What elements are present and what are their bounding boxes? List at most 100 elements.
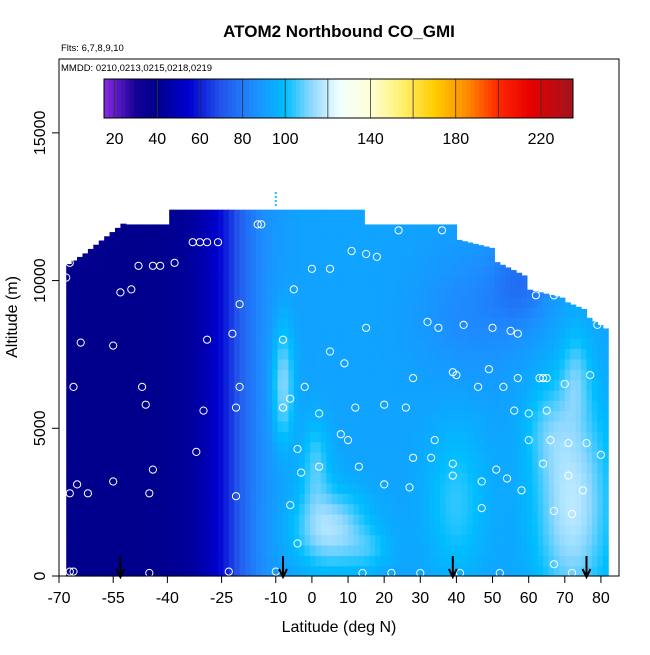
heatmap-cell <box>245 555 252 567</box>
heatmap-cell <box>467 472 474 484</box>
heatmap-cell <box>348 513 355 525</box>
heatmap-cell <box>375 441 382 453</box>
heatmap-cell <box>375 534 382 546</box>
heatmap-cell <box>93 400 100 412</box>
heatmap-cell <box>82 534 89 546</box>
heatmap-cell <box>553 400 560 412</box>
heatmap-cell <box>228 431 235 443</box>
heatmap-cell <box>93 389 100 401</box>
heatmap-cell <box>423 534 430 546</box>
heatmap-cell <box>277 410 284 422</box>
heatmap-cell <box>586 420 593 432</box>
heatmap-cell <box>402 544 409 556</box>
heatmap-cell <box>174 286 181 298</box>
heatmap-cell <box>553 555 560 567</box>
heatmap-cell <box>532 565 539 577</box>
heatmap-cell <box>250 565 257 577</box>
heatmap-cell <box>375 348 382 360</box>
heatmap-cell <box>581 420 588 432</box>
heatmap-cell <box>66 264 73 267</box>
heatmap-cell <box>478 307 485 319</box>
heatmap-cell <box>207 214 214 226</box>
heatmap-cell <box>337 276 344 288</box>
colorbar-swatch <box>261 79 267 118</box>
heatmap-cell <box>288 544 295 556</box>
heatmap-cell <box>207 369 214 381</box>
heatmap-cell <box>521 441 528 453</box>
heatmap-cell <box>315 472 322 484</box>
heatmap-cell <box>483 338 490 350</box>
heatmap-cell <box>429 358 436 370</box>
heatmap-cell <box>396 296 403 308</box>
observation-point <box>409 453 418 462</box>
heatmap-cell <box>196 327 203 339</box>
observation-point <box>170 258 179 267</box>
heatmap-cell <box>434 389 441 401</box>
heatmap-cell <box>499 451 506 463</box>
heatmap-cell <box>337 420 344 432</box>
heatmap-cell <box>451 338 458 350</box>
heatmap-cell <box>82 327 89 339</box>
heatmap-cell <box>288 245 295 257</box>
heatmap-cell <box>234 503 241 515</box>
heatmap-cell <box>239 224 246 236</box>
heatmap-cell <box>255 276 262 288</box>
heatmap-cell <box>451 348 458 360</box>
heatmap-cell <box>342 503 349 515</box>
heatmap-cell <box>169 472 176 484</box>
heatmap-cell <box>169 513 176 525</box>
heatmap-cell <box>66 317 73 329</box>
heatmap-cell <box>163 379 170 391</box>
heatmap-cell <box>272 472 279 484</box>
heatmap-cell <box>217 358 224 370</box>
heatmap-cell <box>190 348 197 360</box>
heatmap-cell <box>429 441 436 453</box>
heatmap-cell <box>429 348 436 360</box>
heatmap-cell <box>255 400 262 412</box>
heatmap-cell <box>505 296 512 308</box>
heatmap-cell <box>77 441 84 453</box>
heatmap-cell <box>364 389 371 401</box>
heatmap-cell <box>413 307 420 319</box>
heatmap-cell <box>461 317 468 329</box>
heatmap-cell <box>217 410 224 422</box>
heatmap-cell <box>115 462 122 474</box>
heatmap-cell <box>180 482 187 494</box>
heatmap-cell <box>434 317 441 329</box>
heatmap-cell <box>234 462 241 474</box>
heatmap-cell <box>196 441 203 453</box>
heatmap-cell <box>98 317 105 329</box>
heatmap-cell <box>510 317 517 329</box>
heatmap-cell <box>553 431 560 443</box>
heatmap-cell <box>526 534 533 546</box>
colorbar-swatch <box>278 79 284 118</box>
heatmap-cell <box>185 317 192 329</box>
heatmap-cell <box>483 431 490 443</box>
heatmap-cell <box>434 555 441 567</box>
heatmap-cell <box>250 503 257 515</box>
heatmap-cell <box>537 565 544 577</box>
heatmap-cell <box>180 503 187 515</box>
heatmap-cell <box>115 534 122 546</box>
heatmap-cell <box>142 493 149 505</box>
heatmap-cell <box>526 482 533 494</box>
heatmap-cell <box>261 296 268 308</box>
heatmap-cell <box>461 441 468 453</box>
heatmap-cell <box>71 472 78 484</box>
heatmap-cell <box>169 534 176 546</box>
heatmap-cell <box>239 451 246 463</box>
heatmap-cell <box>451 462 458 474</box>
heatmap-cell <box>104 441 111 453</box>
heatmap-cell <box>413 276 420 288</box>
heatmap-cell <box>440 441 447 453</box>
heatmap-cell <box>320 209 327 215</box>
heatmap-cell <box>478 327 485 339</box>
heatmap-cell <box>283 493 290 505</box>
heatmap-cell <box>423 441 430 453</box>
heatmap-cell <box>147 524 154 536</box>
heatmap-cell <box>261 503 268 515</box>
heatmap-cell <box>369 441 376 453</box>
colorbar-swatch <box>436 79 442 118</box>
heatmap-cell <box>602 503 609 515</box>
heatmap-cell <box>201 307 208 319</box>
